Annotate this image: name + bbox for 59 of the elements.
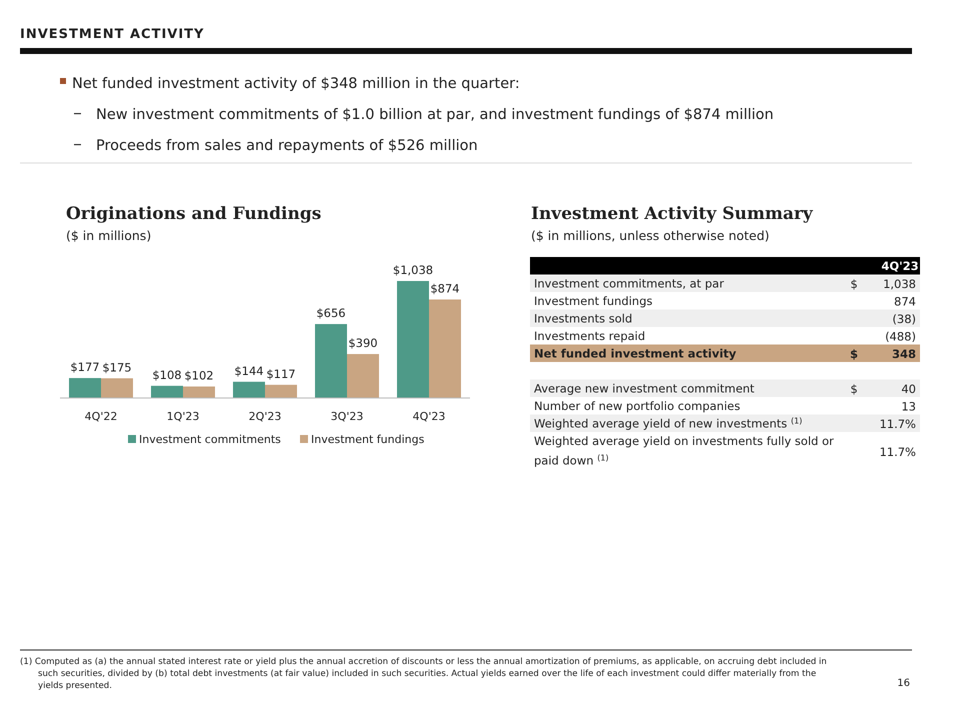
data-label: $144	[234, 364, 264, 378]
text: 1,038	[883, 276, 916, 291]
text: 11.7%	[879, 416, 916, 431]
text: Investment Activity Summary	[531, 204, 814, 224]
bar	[101, 378, 133, 398]
x-tick-label: 1Q'23	[166, 410, 200, 423]
chart-subtitle: ($ in millions)	[66, 228, 152, 243]
x-tick-label: 3Q'23	[330, 410, 364, 423]
data-label: $102	[184, 368, 214, 383]
bar	[233, 382, 265, 398]
chart-title: Originations and Fundings	[66, 204, 322, 224]
category-label: Investment commitments, at par	[534, 276, 724, 290]
text: (488)	[885, 329, 916, 344]
bar	[69, 378, 101, 398]
text: 13	[901, 399, 916, 414]
text: 348	[892, 346, 916, 361]
data-label: $1,038	[392, 263, 434, 277]
text: $	[850, 346, 858, 361]
text: 16	[897, 678, 910, 689]
x-tick-label: 4Q'23	[412, 410, 446, 423]
category-label: 4Q'23	[881, 259, 919, 273]
category-label: Investments repaid	[534, 329, 646, 343]
bar	[183, 386, 215, 398]
x-tick-label: 2Q'23	[248, 410, 282, 423]
data-label: $175	[102, 360, 132, 374]
category-label: Investments sold	[534, 312, 632, 326]
text: 874	[894, 294, 916, 308]
category-label: Average new investment commitment	[534, 382, 754, 396]
category-label: Investment fundings	[534, 294, 652, 308]
text: Proceeds from sales and repayments of $526 million	[96, 138, 478, 154]
category-label: Weighted average yield of new investments $^{(1)}$	[534, 416, 802, 430]
legend-label: Investment commitments	[139, 433, 282, 446]
bar	[397, 281, 429, 398]
category-label: Net funded investment activity	[534, 346, 736, 360]
text: ($ in millions, unless otherwise noted)	[531, 228, 770, 243]
bar	[265, 384, 297, 398]
data-label: $656	[316, 306, 346, 320]
text: 11.7%	[879, 445, 916, 459]
text: $	[850, 382, 858, 396]
bar	[347, 354, 379, 398]
bar	[151, 386, 183, 398]
x-tick-label: 4Q'22	[84, 410, 118, 423]
category-label: Weighted average yield on investments fully sold or paid down $^{(1)}$	[534, 434, 834, 468]
bar	[315, 324, 347, 398]
category-label: Number of new portfolio companies	[534, 399, 740, 413]
text: (38)	[892, 312, 916, 326]
text: (1) Computed as (a) the annual stated interest rate or yield plus the annual accretion of discounts or less the annual amortization of premiums, as applicable, on accruing debt included in such securities, divided by (b) total debt investments (at fair value) included in such securities. Actual yields earned over the life of each investment could differ materially from the yields presented.	[20, 657, 827, 691]
data-label: $177	[70, 360, 100, 374]
text: 40	[901, 382, 916, 396]
text: $	[850, 276, 858, 291]
bar	[429, 299, 461, 398]
data-label: $108	[152, 368, 182, 382]
data-label: $874	[430, 281, 460, 296]
legend-label: Investment fundings	[311, 433, 425, 446]
data-label: $390	[348, 336, 378, 350]
data-label: $117	[266, 366, 296, 381]
text: Net funded investment activity of $348 million in the quarter:	[72, 76, 520, 92]
text: INVESTMENT ACTIVITY	[20, 27, 204, 42]
text: New investment commitments of $1.0 billion at par, and investment fundings of $874 million	[96, 107, 774, 123]
